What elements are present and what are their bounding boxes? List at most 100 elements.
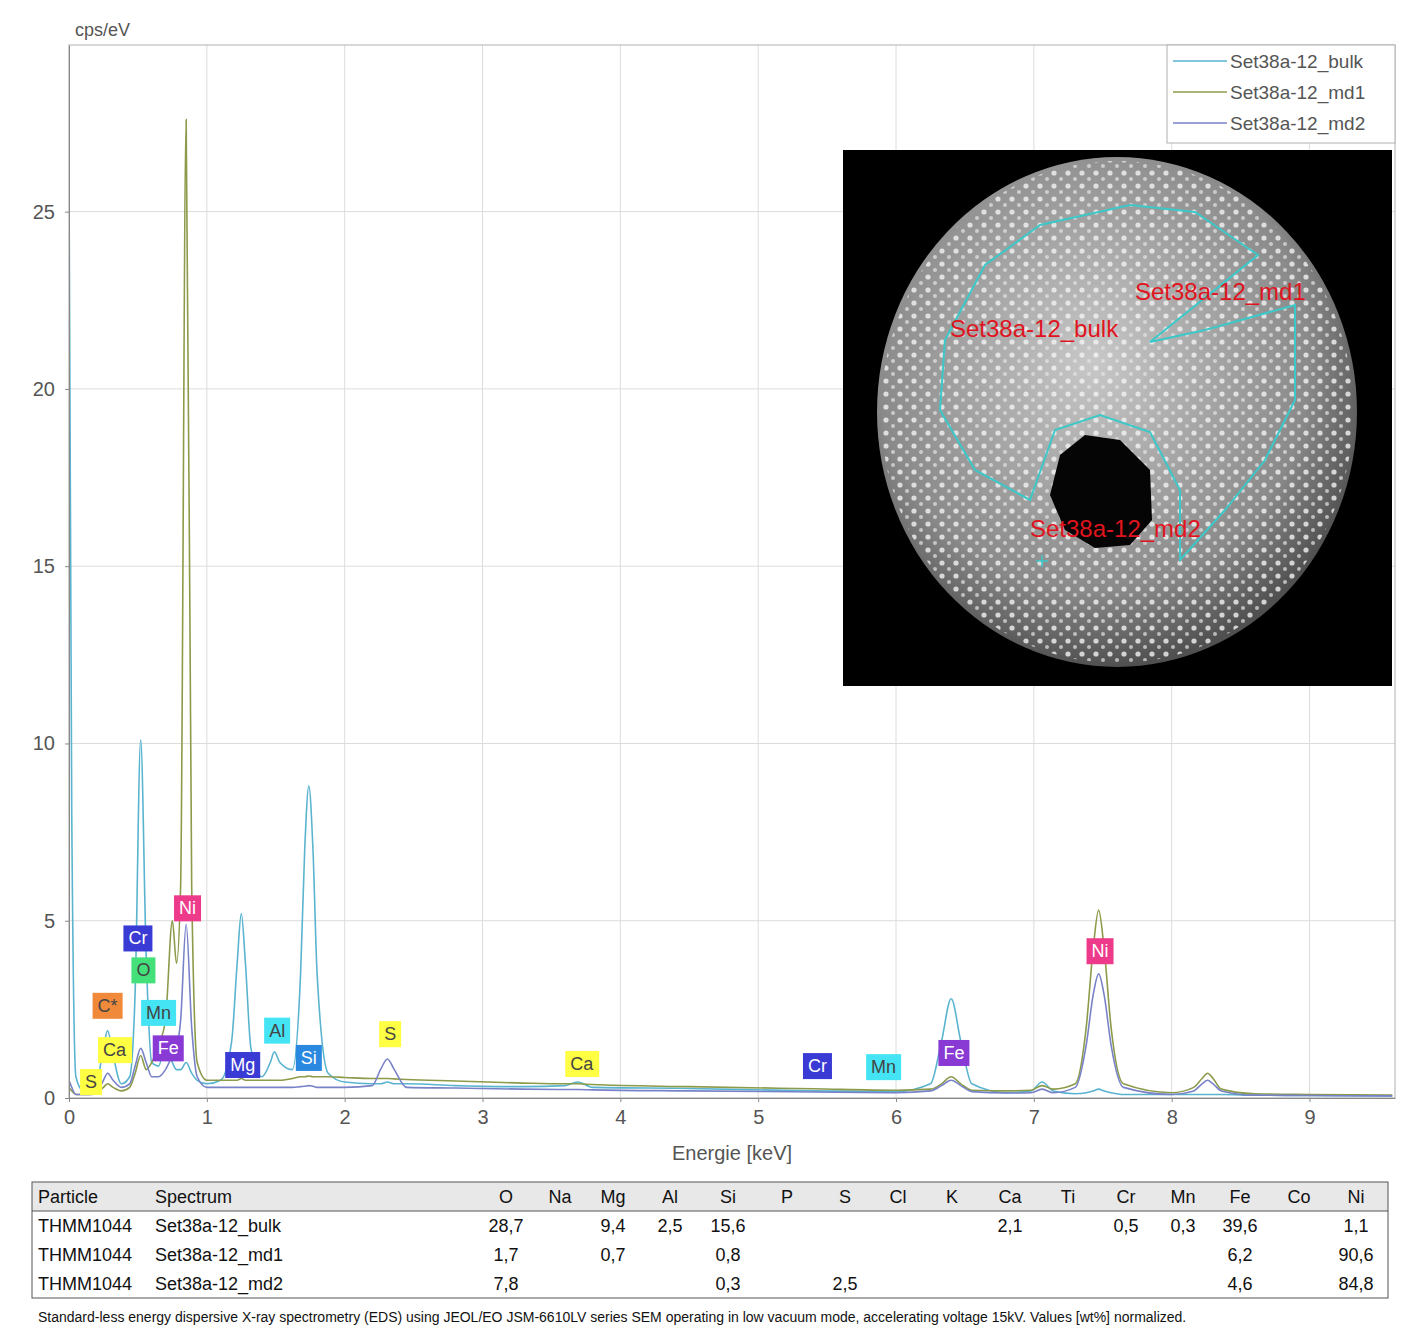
element-label-text: O xyxy=(136,960,150,980)
table-cell: 15,6 xyxy=(710,1216,745,1236)
table-header-bg xyxy=(32,1182,1388,1211)
element-label-text: Ca xyxy=(103,1040,127,1060)
y-axis: 0510152025 xyxy=(33,46,70,1109)
element-label-box xyxy=(93,993,123,1019)
y-tick: 10 xyxy=(33,732,69,754)
legend-swatch xyxy=(1173,122,1227,124)
element-label-box xyxy=(225,1052,260,1078)
inset-frame xyxy=(843,150,1392,686)
region-outline xyxy=(940,205,1295,560)
y-tick-label: 10 xyxy=(33,732,55,754)
spot-marker xyxy=(1036,555,1048,567)
table-header: P xyxy=(781,1187,793,1207)
table-header: Ni xyxy=(1348,1187,1365,1207)
table-cell: 84,8 xyxy=(1338,1274,1373,1294)
element-label-box xyxy=(123,925,152,951)
x-tick-label: 5 xyxy=(753,1106,764,1128)
table-cell: 2,5 xyxy=(657,1216,682,1236)
element-label-box xyxy=(938,1040,969,1066)
element-label-text: S xyxy=(85,1072,97,1092)
element-label-box xyxy=(296,1045,322,1071)
element-label-text: C* xyxy=(98,996,118,1016)
table-cell: 2,1 xyxy=(997,1216,1022,1236)
element-label-box xyxy=(80,1069,102,1095)
table-header: O xyxy=(499,1187,513,1207)
table-cell: Set38a-12_md2 xyxy=(155,1274,283,1295)
element-label: Mn xyxy=(866,1054,901,1080)
x-tick-label: 8 xyxy=(1167,1106,1178,1128)
spectrum-line xyxy=(69,119,1392,1095)
x-tick-mark xyxy=(620,1098,621,1102)
element-label: O xyxy=(131,957,155,983)
y-tick-mark xyxy=(65,921,69,922)
element-label: Ni xyxy=(174,895,201,921)
table-caption: Standard-less energy dispersive X-ray sp… xyxy=(38,1309,1186,1325)
legend-box xyxy=(1167,45,1395,143)
grid xyxy=(69,45,1395,1098)
element-label-box xyxy=(565,1051,599,1077)
element-label: Cr xyxy=(123,925,152,951)
x-tick-label: 7 xyxy=(1029,1106,1040,1128)
x-axis-line xyxy=(70,1098,1396,1099)
element-label: Ni xyxy=(1087,938,1114,964)
x-tick: 1 xyxy=(202,1098,213,1128)
y-tick: 15 xyxy=(33,555,69,577)
x-tick-mark xyxy=(483,1098,484,1102)
inset-label: Set38a-12_md1 xyxy=(1135,278,1306,305)
element-label: Ca xyxy=(98,1037,132,1063)
table-header: K xyxy=(946,1187,958,1207)
table-cell: 39,6 xyxy=(1222,1216,1257,1236)
table: ParticleSpectrumONaMgAlSiPSClKCaTiCrMnFe… xyxy=(32,1182,1388,1325)
x-tick-label: 3 xyxy=(477,1106,488,1128)
element-label: S xyxy=(379,1021,401,1047)
table-cell: THMM1044 xyxy=(38,1245,132,1265)
x-grid-line xyxy=(344,45,345,1098)
y-tick-mark xyxy=(65,1098,69,1099)
x-tick-label: 1 xyxy=(202,1106,213,1128)
x-tick-mark xyxy=(758,1098,759,1102)
table-header: Na xyxy=(548,1187,572,1207)
table-header: Cl xyxy=(890,1187,907,1207)
table-header: Mg xyxy=(600,1187,625,1207)
x-tick-mark xyxy=(207,1098,208,1102)
x-tick-label: 9 xyxy=(1304,1106,1315,1128)
inset-label: Set38a-12_md2 xyxy=(1030,515,1201,542)
element-label-box xyxy=(98,1037,132,1063)
x-tick: 4 xyxy=(615,1098,626,1128)
element-label: Ca xyxy=(565,1051,599,1077)
table-cell: 0,8 xyxy=(715,1245,740,1265)
x-tick-mark xyxy=(1034,1098,1035,1102)
table-cell: 1,7 xyxy=(493,1245,518,1265)
element-label-box xyxy=(141,1000,176,1026)
x-grid-line xyxy=(758,45,759,1098)
table-header: Particle xyxy=(38,1187,98,1207)
table-cell: 90,6 xyxy=(1338,1245,1373,1265)
element-label-box xyxy=(153,1035,184,1061)
element-label-box xyxy=(379,1021,401,1047)
chart-root: Set38a-12_md1Set38a-12_bulkSet38a-12_md2… xyxy=(0,0,1420,1332)
table-cell: 0,3 xyxy=(1170,1216,1195,1236)
table-cell: THMM1044 xyxy=(38,1216,132,1236)
y-grid-line xyxy=(69,920,1395,921)
x-tick-label: 4 xyxy=(615,1106,626,1128)
x-tick: 9 xyxy=(1304,1098,1315,1128)
element-label-text: Mn xyxy=(146,1003,171,1023)
y-tick: 0 xyxy=(44,1087,69,1109)
table-cell: 6,2 xyxy=(1227,1245,1252,1265)
element-label: S xyxy=(80,1069,102,1095)
table-header: Al xyxy=(662,1187,678,1207)
legend-label: Set38a-12_md1 xyxy=(1230,82,1365,104)
x-tick: 5 xyxy=(753,1098,764,1128)
table-header: Fe xyxy=(1229,1187,1250,1207)
table-header: Co xyxy=(1287,1187,1310,1207)
x-tick-label: 0 xyxy=(64,1106,75,1128)
x-tick-mark xyxy=(1310,1098,1311,1102)
element-label-text: Cr xyxy=(128,928,147,948)
x-tick: 2 xyxy=(340,1098,351,1128)
legend-swatch xyxy=(1173,91,1227,93)
x-axis-title: Energie [keV] xyxy=(672,1142,792,1164)
x-tick-mark xyxy=(1172,1098,1173,1102)
table-cell: 1,1 xyxy=(1343,1216,1368,1236)
table-header: S xyxy=(839,1187,851,1207)
table-cell: 0,5 xyxy=(1113,1216,1138,1236)
